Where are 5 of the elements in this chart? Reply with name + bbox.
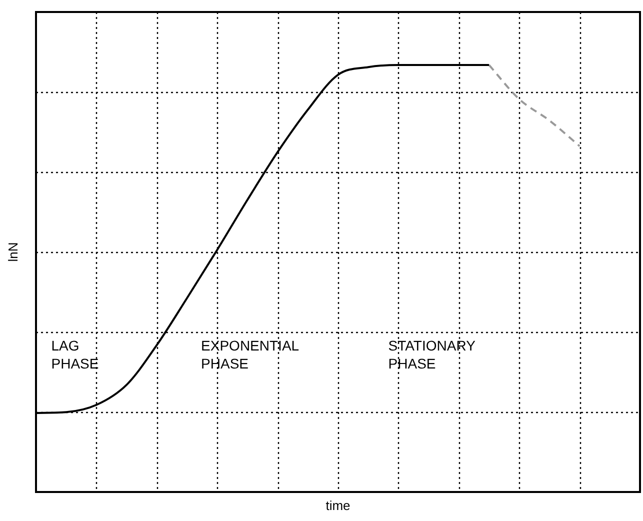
annotation: STATIONARY PHASE bbox=[388, 338, 476, 372]
y-axis-title: lnN bbox=[6, 242, 21, 262]
annotation: LAG PHASE bbox=[51, 338, 99, 372]
x-axis-title: time bbox=[326, 498, 350, 514]
annotation: EXPONENTIAL PHASE bbox=[201, 338, 300, 372]
